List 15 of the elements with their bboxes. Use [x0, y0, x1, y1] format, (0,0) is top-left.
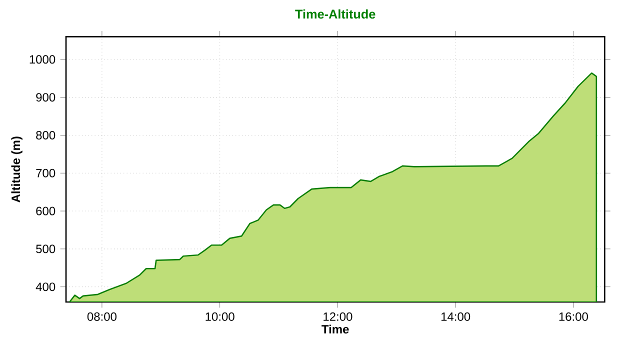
- x-tick-label: 10:00: [206, 312, 234, 321]
- x-tick-label: 14:00: [441, 312, 470, 321]
- y-axis-title: Altitude (m): [11, 136, 22, 202]
- x-tick-label: 16:00: [559, 312, 588, 321]
- x-tick-label: 12:00: [324, 312, 352, 321]
- y-tick-label: 800: [36, 130, 56, 140]
- chart-title: Time-Altitude: [295, 9, 376, 19]
- y-tick-label: 400: [36, 282, 56, 292]
- y-tick-label: 700: [36, 168, 56, 178]
- y-tick-label: 500: [36, 244, 56, 254]
- y-tick-label: 600: [36, 206, 56, 216]
- y-tick-label: 900: [36, 93, 56, 102]
- x-axis-title: Time: [322, 324, 349, 334]
- x-tick-label: 08:00: [87, 312, 117, 321]
- y-tick-label: 1000: [30, 55, 56, 64]
